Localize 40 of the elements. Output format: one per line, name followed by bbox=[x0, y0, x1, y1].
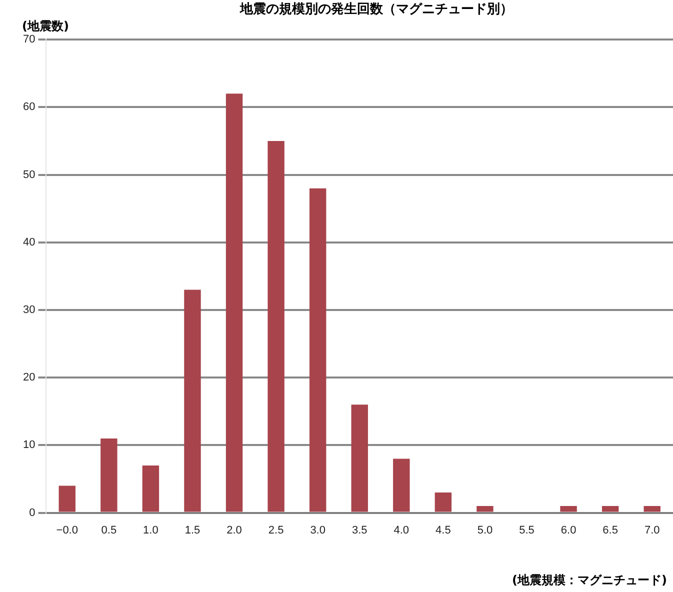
x-tick-label: 2.5 bbox=[268, 524, 284, 536]
x-tick-label: 2.0 bbox=[226, 524, 242, 536]
bar bbox=[58, 486, 76, 512]
y-tick-label: 10 bbox=[22, 439, 36, 452]
bar bbox=[602, 506, 619, 512]
bar bbox=[434, 492, 452, 512]
x-tick-label: 5.0 bbox=[477, 524, 493, 536]
bar bbox=[351, 404, 368, 512]
x-tick-label: 0.5 bbox=[101, 524, 117, 536]
x-tick-label: −0.0 bbox=[56, 524, 78, 536]
y-tick-label: 60 bbox=[22, 101, 36, 114]
bar bbox=[309, 188, 326, 512]
x-tick-label: 4.0 bbox=[394, 524, 410, 536]
bar bbox=[142, 465, 160, 512]
bar bbox=[268, 141, 284, 512]
y-tick-label: 70 bbox=[22, 34, 36, 46]
x-tick-label: 6.5 bbox=[602, 524, 618, 536]
x-tick-label: 6.0 bbox=[560, 524, 576, 536]
chart-title: 地震の規模別の発生回数（マグニチュード別） bbox=[238, 1, 514, 18]
bar bbox=[184, 290, 201, 512]
x-axis-title: (地震規模：マグニチュード) bbox=[512, 572, 667, 589]
y-tick-label: 30 bbox=[22, 304, 36, 316]
x-tick-label: 4.5 bbox=[436, 524, 451, 536]
bar bbox=[393, 458, 410, 512]
y-tick-label: 20 bbox=[22, 372, 36, 384]
y-tick-label: 0 bbox=[29, 506, 36, 519]
bar bbox=[560, 506, 577, 512]
x-tick-label: 3.0 bbox=[310, 524, 326, 536]
x-tick-label: 3.5 bbox=[352, 524, 368, 536]
bar bbox=[100, 438, 118, 512]
x-tick-label: 1.5 bbox=[184, 524, 200, 536]
y-tick-label: 40 bbox=[22, 236, 36, 248]
x-tick-label: 5.5 bbox=[519, 524, 534, 536]
bar bbox=[226, 94, 243, 512]
bar bbox=[476, 506, 494, 512]
bar bbox=[644, 506, 660, 512]
y-tick-label: 50 bbox=[22, 168, 36, 181]
x-tick-label: 7.0 bbox=[644, 524, 660, 536]
y-axis-title: (地震数) bbox=[22, 18, 69, 34]
x-tick-label: 1.0 bbox=[143, 524, 158, 536]
